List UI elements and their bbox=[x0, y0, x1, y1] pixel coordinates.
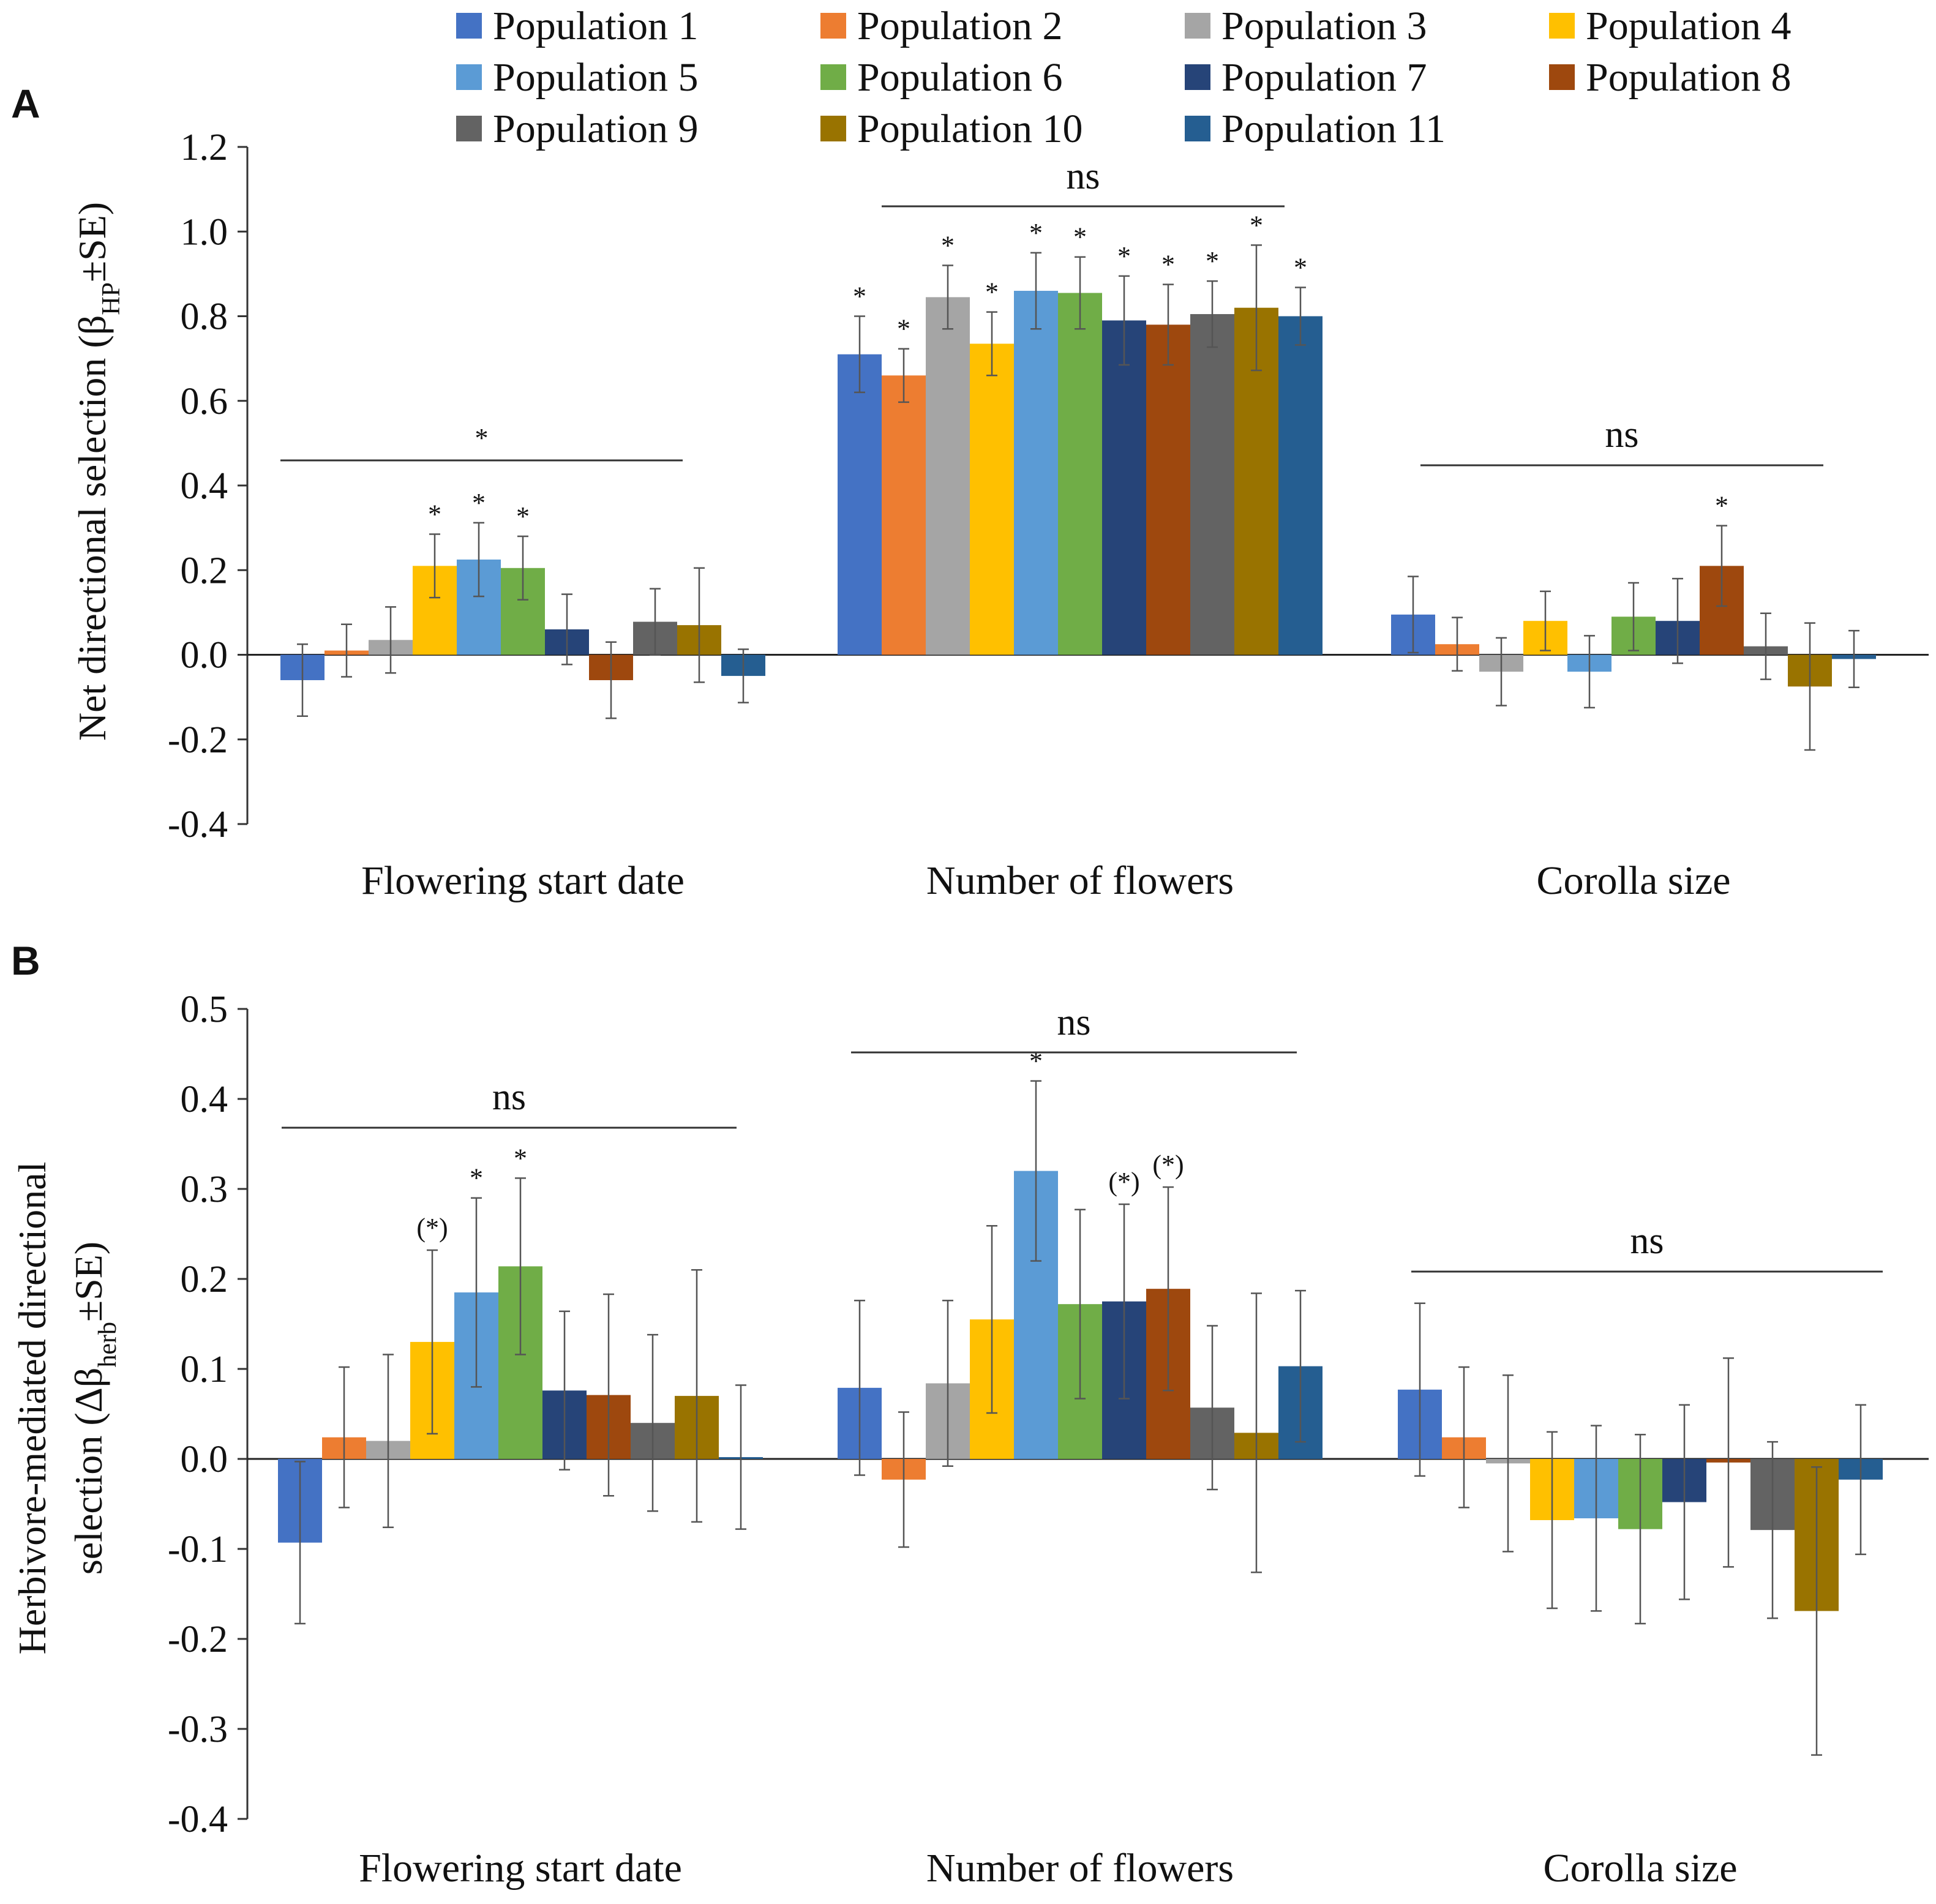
panel-b-category-label-flowering-start-date: Flowering start date bbox=[359, 1846, 682, 1891]
panel-b-group-significance: ns bbox=[1057, 1002, 1090, 1043]
panel-a-y-tick-label: -0.2 bbox=[168, 719, 228, 761]
panel-b-significance-marker: (*) bbox=[416, 1213, 448, 1243]
panel-b-group-significance: ns bbox=[492, 1076, 526, 1118]
legend-swatch-population-9 bbox=[456, 116, 482, 141]
panel-a-significance-marker: * bbox=[1206, 246, 1219, 276]
legend-label-population-1: Population 1 bbox=[493, 4, 699, 48]
panel-a-bar-number-of-flowers-population-9 bbox=[1190, 314, 1234, 655]
panel-a-category-label-number-of-flowers: Number of flowers bbox=[926, 858, 1234, 903]
panel-b-y-tick-label: 0.0 bbox=[181, 1439, 228, 1480]
legend-label-population-2: Population 2 bbox=[857, 4, 1063, 48]
panel-a-y-tick-label: -0.4 bbox=[168, 804, 228, 845]
panel-a-significance-marker: * bbox=[1073, 222, 1087, 252]
panel-b-group-annotations: Flowering start date ns Number of flowers n… bbox=[282, 1002, 1883, 1891]
panel-a-category-label-flowering-start-date: Flowering start date bbox=[361, 858, 685, 903]
panel-a-bar-number-of-flowers-population-2 bbox=[882, 375, 926, 655]
panel-b-y-tick-label: -0.4 bbox=[168, 1799, 228, 1840]
panel-b-significance-marker: (*) bbox=[1152, 1150, 1184, 1180]
panel-a-group-significance: ns bbox=[1066, 156, 1100, 197]
panel-b-y-tick-label: 0.5 bbox=[181, 989, 228, 1030]
panel-a-bar-number-of-flowers-population-8 bbox=[1146, 324, 1190, 655]
panel-a-y-tick-label: 1.0 bbox=[181, 211, 228, 253]
panel-b-y-tick-label: -0.3 bbox=[168, 1709, 228, 1750]
panel-a-significance-marker: * bbox=[853, 282, 866, 312]
panel-letter-b: B bbox=[11, 938, 40, 983]
legend-label-population-8: Population 8 bbox=[1586, 55, 1792, 100]
legend-swatch-population-11 bbox=[1185, 116, 1210, 141]
panel-b-y-tick-label: 0.1 bbox=[181, 1349, 228, 1390]
panel-b-y-tick-label: -0.1 bbox=[168, 1529, 228, 1570]
legend-swatch-population-2 bbox=[820, 13, 846, 39]
panel-a-significance-marker: * bbox=[516, 501, 530, 531]
panel-a-bar-number-of-flowers-population-1 bbox=[838, 354, 882, 655]
panel-a-significance-marker: * bbox=[1715, 491, 1728, 521]
panel-b-category-label-number-of-flowers: Number of flowers bbox=[926, 1846, 1234, 1891]
panel-a-y-tick-label: 0.6 bbox=[181, 381, 228, 422]
legend-label-population-5: Population 5 bbox=[493, 55, 699, 100]
panel-a-significance-marker: * bbox=[428, 499, 441, 529]
panel-a-bars: * * * * * * * * * * * * * * * bbox=[280, 210, 1876, 751]
panel-a-bar-number-of-flowers-population-7 bbox=[1102, 320, 1146, 655]
panel-a-y-tick-label: 0.2 bbox=[181, 550, 228, 591]
legend-swatch-population-8 bbox=[1549, 64, 1575, 90]
panel-a-bar-number-of-flowers-population-3 bbox=[926, 297, 970, 655]
panel-b-significance-marker: (*) bbox=[1108, 1167, 1139, 1197]
legend: Population 1 Population 2 Population 3 Popu… bbox=[456, 4, 1792, 151]
legend-swatch-population-3 bbox=[1185, 13, 1210, 39]
legend-swatch-population-1 bbox=[456, 13, 482, 39]
panel-a-y-tick-label: 0.4 bbox=[181, 465, 228, 507]
legend-label-population-7: Population 7 bbox=[1221, 55, 1427, 100]
panel-b-category-label-corolla-size: Corolla size bbox=[1543, 1846, 1737, 1891]
panel-b-y-axis-label-line2: selection (Δβherb±SE) bbox=[67, 1242, 122, 1575]
legend-swatch-population-4 bbox=[1549, 13, 1575, 39]
panel-b-y-tick-label: 0.4 bbox=[181, 1079, 228, 1120]
panel-b-bars: (*) * * * (*) (*) bbox=[278, 1046, 1883, 1756]
panel-b: 0.5 0.4 0.3 0.2 0.1 0.0 -0.1 -0.2 -0.3 -0.4 (*) * *… bbox=[10, 989, 1929, 1891]
panel-a-group-significance: ns bbox=[1605, 414, 1638, 455]
panel-a: 1.21.00.80.60.40.20.0-0.2-0.4 * * ****** **… bbox=[70, 127, 1929, 903]
panel-b-y-tick-label: 0.2 bbox=[181, 1259, 228, 1300]
panel-a-category-label-corolla-size: Corolla size bbox=[1536, 858, 1730, 903]
panel-a-y-tick-label: 1.2 bbox=[181, 127, 228, 168]
panel-b-significance-marker: * bbox=[470, 1163, 483, 1193]
panel-a-group-annotations: Flowering start date * Number of flowers ns… bbox=[280, 156, 1823, 903]
panel-a-bar-number-of-flowers-population-6 bbox=[1058, 293, 1102, 655]
legend-swatch-population-5 bbox=[456, 64, 482, 90]
panel-a-group-significance: * bbox=[475, 423, 489, 453]
legend-swatch-population-6 bbox=[820, 64, 846, 90]
legend-label-population-4: Population 4 bbox=[1586, 4, 1792, 48]
panel-b-y-axis-label-line1: Herbivore-mediated directional bbox=[10, 1162, 54, 1655]
legend-label-population-10: Population 10 bbox=[857, 107, 1083, 151]
panel-a-significance-marker: * bbox=[985, 277, 999, 307]
panel-b-y-tick-label: -0.2 bbox=[168, 1619, 228, 1660]
panel-b-significance-marker: * bbox=[514, 1143, 527, 1173]
panel-a-y-tick-label: 0.0 bbox=[181, 635, 228, 677]
legend-label-population-9: Population 9 bbox=[493, 107, 699, 151]
panel-a-significance-marker: * bbox=[1161, 250, 1175, 280]
panel-a-significance-marker: * bbox=[1250, 210, 1263, 240]
legend-swatch-population-10 bbox=[820, 116, 846, 141]
panel-b-significance-marker: * bbox=[1029, 1046, 1043, 1076]
legend-label-population-6: Population 6 bbox=[857, 55, 1063, 100]
panel-a-significance-marker: * bbox=[941, 231, 955, 261]
panel-a-bar-number-of-flowers-population-4 bbox=[970, 343, 1014, 655]
panel-a-y-axis-label: Net directional selection (βHP±SE) bbox=[70, 202, 126, 741]
panel-a-significance-marker: * bbox=[1029, 218, 1043, 248]
panel-a-bar-number-of-flowers-population-11 bbox=[1278, 316, 1323, 655]
legend-label-population-3: Population 3 bbox=[1221, 4, 1427, 48]
panel-a-significance-marker: * bbox=[897, 314, 910, 344]
panel-a-bar-number-of-flowers-population-5 bbox=[1014, 291, 1058, 655]
panel-a-significance-marker: * bbox=[1294, 252, 1307, 282]
panel-b-group-significance: ns bbox=[1630, 1220, 1664, 1262]
legend-label-population-11: Population 11 bbox=[1221, 107, 1446, 151]
panel-letter-a: A bbox=[11, 81, 40, 126]
panel-a-significance-marker: * bbox=[472, 488, 486, 518]
legend-swatch-population-7 bbox=[1185, 64, 1210, 90]
panel-b-y-tick-label: 0.3 bbox=[181, 1169, 228, 1210]
panel-a-significance-marker: * bbox=[1117, 241, 1131, 271]
panel-a-y-tick-label: 0.8 bbox=[181, 296, 228, 338]
